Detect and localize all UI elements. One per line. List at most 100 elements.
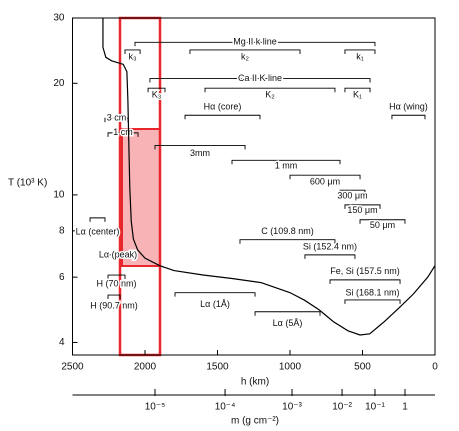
formation-range: Lα (center) [74, 217, 121, 238]
range-bracket [204, 87, 336, 93]
mass-tick-label: 1 [402, 402, 408, 413]
range-bracket [149, 78, 371, 83]
range-bracket [154, 144, 246, 150]
formation-range: k₁ [344, 49, 376, 63]
range-label: 50 μm [370, 220, 395, 230]
formation-range: K₁ [344, 87, 371, 101]
range-label: 1 mm [275, 161, 298, 171]
range-bracket [147, 87, 166, 93]
range-bracket [239, 239, 336, 244]
range-bracket [304, 254, 356, 259]
formation-range: Ca II K line [149, 71, 371, 84]
range-bracket [344, 204, 381, 209]
range-label: Ca II K line [238, 73, 282, 83]
y-tick-label: 20 [53, 78, 65, 89]
range-label: 3mm [190, 148, 210, 158]
range-label: H (70 nm) [96, 278, 136, 288]
range-bracket [107, 294, 121, 300]
range-label: Lα (center) [76, 226, 120, 236]
range-label: C (109.8 nm) [261, 226, 314, 236]
formation-range: 50 μm [359, 219, 406, 232]
range-label: 1 cm [113, 127, 133, 137]
y-tick-label: 30 [53, 13, 65, 24]
x-tick-label: 0 [432, 362, 438, 373]
range-label: Hα (wing) [389, 102, 428, 112]
range-label: Lα (peak) [99, 249, 137, 259]
range-label: k₃ [128, 51, 137, 61]
range-label: k₂ [241, 51, 250, 61]
formation-range: Hα (wing) [388, 100, 429, 120]
formation-range: Lα (5Å) [254, 311, 321, 330]
range-bracket [344, 49, 376, 54]
formation-range: k₂ [189, 49, 301, 63]
range-bracket [289, 174, 361, 180]
y-tick-label: 6 [59, 272, 65, 283]
range-bracket [107, 254, 129, 259]
formation-range: Fe, Si (157.5 nm) [329, 265, 401, 284]
formation-range: 3 cm [104, 111, 129, 124]
range-label: Si (152.4 nm) [303, 241, 357, 251]
plot-frame [72, 17, 436, 356]
range-label: 150 μm [347, 205, 377, 215]
formation-range: Hα (core) [184, 100, 261, 120]
range-bracket [344, 87, 371, 93]
range-bracket [344, 299, 401, 304]
range-bracket [184, 114, 261, 120]
formation-range: Si (152.4 nm) [301, 240, 358, 259]
formation-range: 600 μm [289, 174, 361, 188]
formation-range: 3mm [154, 144, 246, 159]
y-axis-title: T (10³ K) [8, 178, 47, 189]
x-tick-label: 500 [354, 362, 371, 373]
formation-range: K₃ [147, 87, 166, 101]
range-label: Hα (core) [204, 102, 242, 112]
range-bracket [329, 279, 401, 284]
range-bracket [359, 219, 406, 224]
formation-range: Si (168.1 nm) [344, 286, 401, 304]
formation-range: Mg II k line [134, 35, 376, 48]
formation-range: k₃ [124, 49, 141, 63]
mass-tick-label: 10⁻² [332, 402, 352, 413]
range-label: K₁ [353, 90, 362, 100]
range-label: H (90.7 nm) [90, 300, 138, 310]
x-tick-label: 2500 [61, 362, 84, 373]
mass-tick-label: 10⁻⁵ [145, 402, 166, 413]
y-tick-label: 4 [59, 337, 65, 348]
range-bracket [107, 132, 139, 137]
range-bracket [189, 49, 301, 54]
formation-range: Lα (1Å) [174, 292, 256, 311]
formation-range: 300 μm [336, 189, 369, 202]
range-bracket [107, 274, 126, 280]
formation-range: H (90.7 nm) [89, 294, 139, 312]
x-tick-label: 1500 [206, 362, 229, 373]
range-label: 300 μm [337, 191, 367, 201]
range-bracket [391, 114, 426, 120]
formation-range: 150 μm [344, 204, 381, 217]
range-label: k₁ [356, 51, 364, 61]
range-label: 600 μm [310, 177, 340, 187]
temperature-curve [102, 18, 436, 336]
formation-range: 1 mm [231, 159, 341, 172]
mass-tick-label: 10⁻⁴ [215, 402, 236, 413]
range-label: K₃ [152, 90, 162, 100]
y-tick-label: 8 [59, 225, 65, 236]
formation-range: K₂ [204, 87, 336, 101]
range-label: Si (168.1 nm) [345, 287, 399, 297]
mass-tick-label: 10⁻¹ [365, 402, 385, 413]
range-bracket [339, 189, 366, 195]
range-bracket [124, 49, 141, 54]
formation-range: Lα (peak) [97, 248, 138, 261]
range-label: Lα (5Å) [273, 318, 303, 328]
formation-range: C (109.8 nm) [239, 225, 336, 244]
range-label: Lα (1Å) [200, 299, 230, 309]
range-label: K₂ [265, 90, 275, 100]
range-bracket [174, 292, 256, 297]
highlight-fill [121, 128, 161, 267]
mass-tick-label: 10⁻³ [282, 402, 302, 413]
x-tick-label: 2000 [134, 362, 157, 373]
range-bracket [254, 311, 321, 316]
range-label: Fe, Si (157.5 nm) [330, 266, 400, 276]
range-bracket [134, 41, 376, 47]
y-tick-label: 10 [53, 190, 65, 201]
